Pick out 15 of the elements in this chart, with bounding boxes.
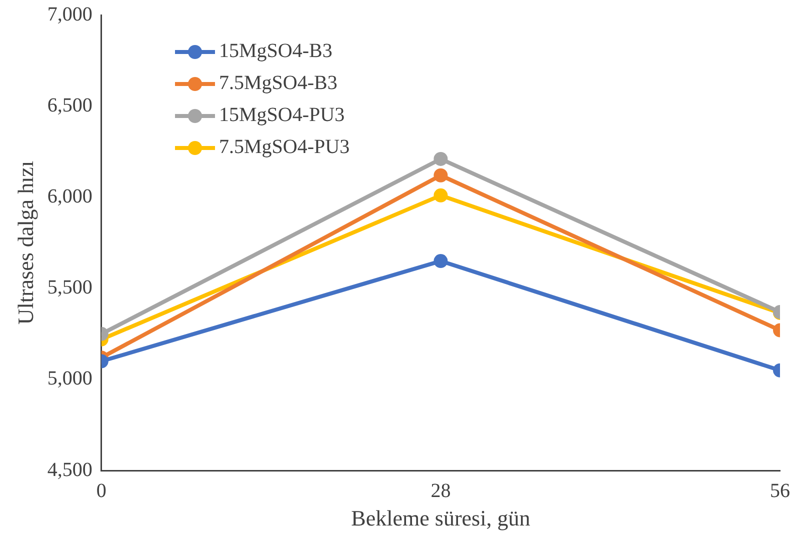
y-tick-label: 6,000: [47, 185, 92, 208]
x-axis-title: Bekleme süresi, gün: [351, 506, 530, 531]
y-tick-label: 5,000: [47, 368, 92, 390]
legend-label: 7.5MgSO4-PU3: [219, 136, 350, 159]
y-tick-label: 7,000: [47, 3, 92, 26]
legend-label: 15MgSO4-B3: [219, 40, 332, 63]
x-tick-label: 0: [96, 480, 106, 502]
x-tick-label: 28: [430, 480, 451, 502]
y-tick-label: 4,500: [47, 458, 92, 481]
legend-label: 15MgSO4-PU3: [219, 104, 345, 127]
legend-label: 7.5MgSO4-B3: [219, 72, 338, 95]
y-axis-title: Ultrases dalga hızı: [12, 160, 38, 325]
y-tick-label: 5,500: [47, 276, 92, 299]
x-tick-label: 56: [770, 480, 790, 502]
y-tick-label: 6,500: [47, 94, 92, 116]
